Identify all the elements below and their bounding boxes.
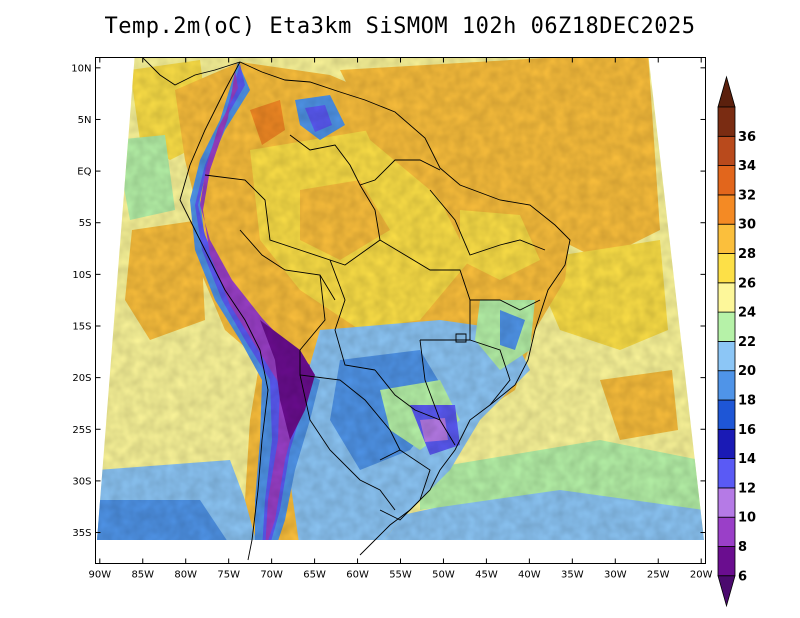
longitude-axis: 90W 85W 80W 75W 70W 65W 60W 55W 50W 45W 40W 35W 30W 2… xyxy=(88,57,713,581)
colorbar-label: 22 xyxy=(738,335,756,350)
colorbar-segment xyxy=(717,516,736,547)
colorbar-label: 12 xyxy=(738,481,756,496)
colorbar-segment xyxy=(717,428,736,459)
colorbar-segment xyxy=(717,311,736,342)
colorbar-segment xyxy=(717,135,736,167)
colorbar-label: 34 xyxy=(738,159,756,174)
colorbar-segment xyxy=(717,282,736,313)
lon-tick-label: 40W xyxy=(518,570,541,581)
colorbar-segment xyxy=(717,546,736,577)
lat-tick-label: 35S xyxy=(72,528,91,539)
lon-tick-label: 60W xyxy=(346,570,369,581)
lat-tick-label: 5S xyxy=(79,218,92,229)
colorbar-label: 24 xyxy=(738,306,756,321)
lat-tick-label: EQ xyxy=(77,167,91,178)
lat-tick-label: 10S xyxy=(72,270,91,281)
colorbar-label: 20 xyxy=(738,364,756,379)
colorbar-segment xyxy=(717,458,736,489)
colorbar: 6 8 10 12 14 16 18 20 22 24 26 28 30 32 34 36 xyxy=(717,75,756,608)
lat-tick-label: 15S xyxy=(72,321,91,332)
lon-tick-label: 85W xyxy=(131,570,154,581)
colorbar-segment xyxy=(717,106,736,137)
lon-tick-label: 80W xyxy=(174,570,197,581)
colorbar-over-triangle xyxy=(717,75,736,108)
lon-tick-label: 90W xyxy=(88,570,111,581)
colorbar-segment xyxy=(717,223,736,254)
colorbar-label: 10 xyxy=(738,511,756,526)
lat-tick-label: 20S xyxy=(72,373,91,384)
colorbar-segment xyxy=(717,487,736,518)
lat-tick-label: 25S xyxy=(72,425,91,436)
country-borders xyxy=(141,57,571,561)
colorbar-label: 18 xyxy=(738,394,756,409)
colorbar-label: 28 xyxy=(738,247,756,262)
lon-tick-label: 50W xyxy=(432,570,455,581)
latitude-axis: 10N 5N EQ 5S 10S 15S 20S 25S 30S 35S xyxy=(71,63,706,539)
map-title: Temp.2m(oC) Eta3km SiSMOM 102h 06Z18DEC2… xyxy=(104,14,696,39)
colorbar-label: 36 xyxy=(738,130,756,145)
colorbar-label: 8 xyxy=(738,540,747,555)
colorbar-label: 26 xyxy=(738,276,756,291)
colorbar-label: 30 xyxy=(738,218,756,233)
colorbar-segment xyxy=(717,370,736,401)
lon-tick-label: 70W xyxy=(260,570,283,581)
lat-tick-label: 10N xyxy=(71,63,91,74)
colorbar-segment xyxy=(717,340,736,372)
lat-tick-label: 30S xyxy=(72,476,91,487)
colorbar-segment xyxy=(717,194,736,225)
colorbar-segment xyxy=(717,253,736,284)
colorbar-label: 6 xyxy=(738,569,747,584)
lon-tick-label: 35W xyxy=(561,570,584,581)
lon-tick-label: 55W xyxy=(389,570,412,581)
colorbar-label: 32 xyxy=(738,188,756,203)
temperature-field xyxy=(97,57,704,540)
lon-tick-label: 45W xyxy=(475,570,498,581)
lon-tick-label: 30W xyxy=(604,570,627,581)
lat-tick-label: 5N xyxy=(78,115,92,126)
colorbar-segment xyxy=(717,399,736,430)
colorbar-label: 14 xyxy=(738,452,756,467)
lon-tick-label: 75W xyxy=(217,570,240,581)
lon-tick-label: 20W xyxy=(690,570,713,581)
lon-tick-label: 25W xyxy=(647,570,670,581)
colorbar-segment xyxy=(717,165,736,196)
colorbar-under-triangle xyxy=(717,575,736,608)
colorbar-label: 16 xyxy=(738,423,756,438)
lon-tick-label: 65W xyxy=(303,570,326,581)
